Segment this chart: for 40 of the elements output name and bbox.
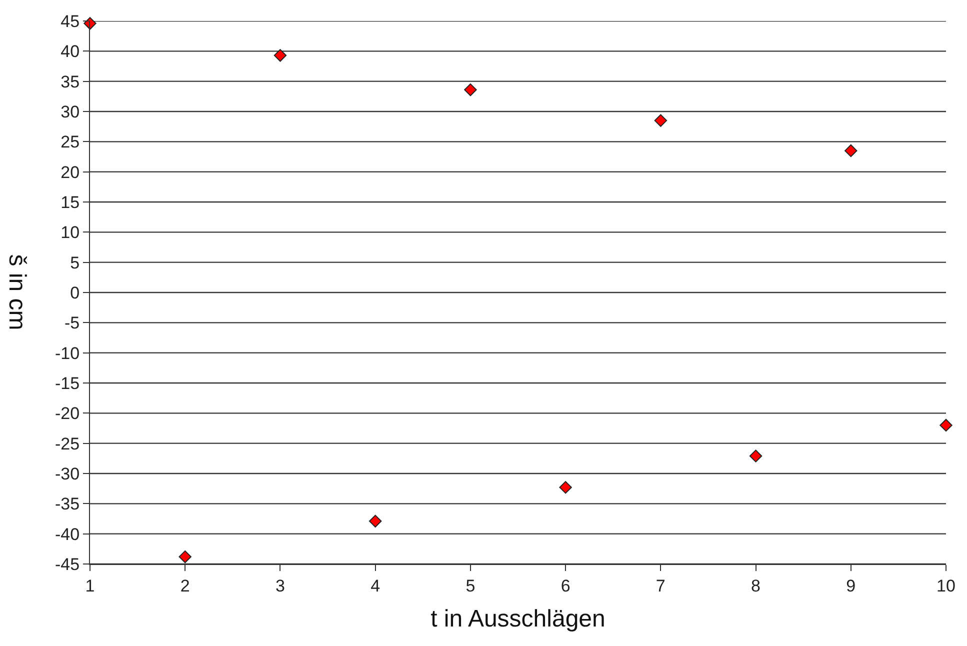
y-tick-label: 30 <box>60 102 80 122</box>
y-tick-label: 25 <box>60 132 80 152</box>
y-tick-label: -45 <box>55 554 80 574</box>
y-tick-label: -25 <box>55 434 80 454</box>
point <box>368 514 382 528</box>
y-tick-label: 10 <box>60 223 80 242</box>
y-tick-label: -5 <box>64 314 80 333</box>
y-tick-label: -20 <box>55 404 80 424</box>
x-tick-label: 2 <box>180 576 190 596</box>
x-tick-label: 1 <box>85 576 95 596</box>
point <box>749 450 762 462</box>
point <box>178 550 192 564</box>
y-tick-label: 40 <box>60 42 80 62</box>
y-tick-label: 45 <box>60 12 80 31</box>
y-tick-label: 15 <box>60 192 80 212</box>
y-tick-label: 5 <box>70 253 80 272</box>
x-tick-label: 9 <box>846 576 856 596</box>
x-tick-label: 6 <box>560 576 570 596</box>
point <box>940 418 952 432</box>
y-tick-label: -10 <box>55 344 80 363</box>
x-tick-label: 5 <box>466 576 476 596</box>
y-tick-label: 20 <box>60 162 80 182</box>
x-tick-label: 7 <box>656 576 666 596</box>
x-axis-title: t in Ausschlägen <box>430 606 606 633</box>
point <box>274 49 287 62</box>
point <box>654 114 668 127</box>
x-tick-label: 4 <box>370 576 380 596</box>
y-tick-label: 35 <box>60 72 80 92</box>
x-tick-label: 10 <box>936 576 956 596</box>
point <box>464 83 477 96</box>
y-tick-label: -40 <box>55 524 80 544</box>
y-tick-label: -30 <box>55 464 80 484</box>
point <box>844 144 858 158</box>
y-tick-label: -35 <box>55 494 80 514</box>
y-tick-label: -15 <box>55 374 80 393</box>
x-tick-label: 3 <box>275 576 285 596</box>
y-axis-title: š in cm <box>4 254 31 330</box>
y-tick-label: 0 <box>70 283 80 302</box>
x-tick-label: 8 <box>751 576 761 596</box>
point <box>559 481 572 494</box>
